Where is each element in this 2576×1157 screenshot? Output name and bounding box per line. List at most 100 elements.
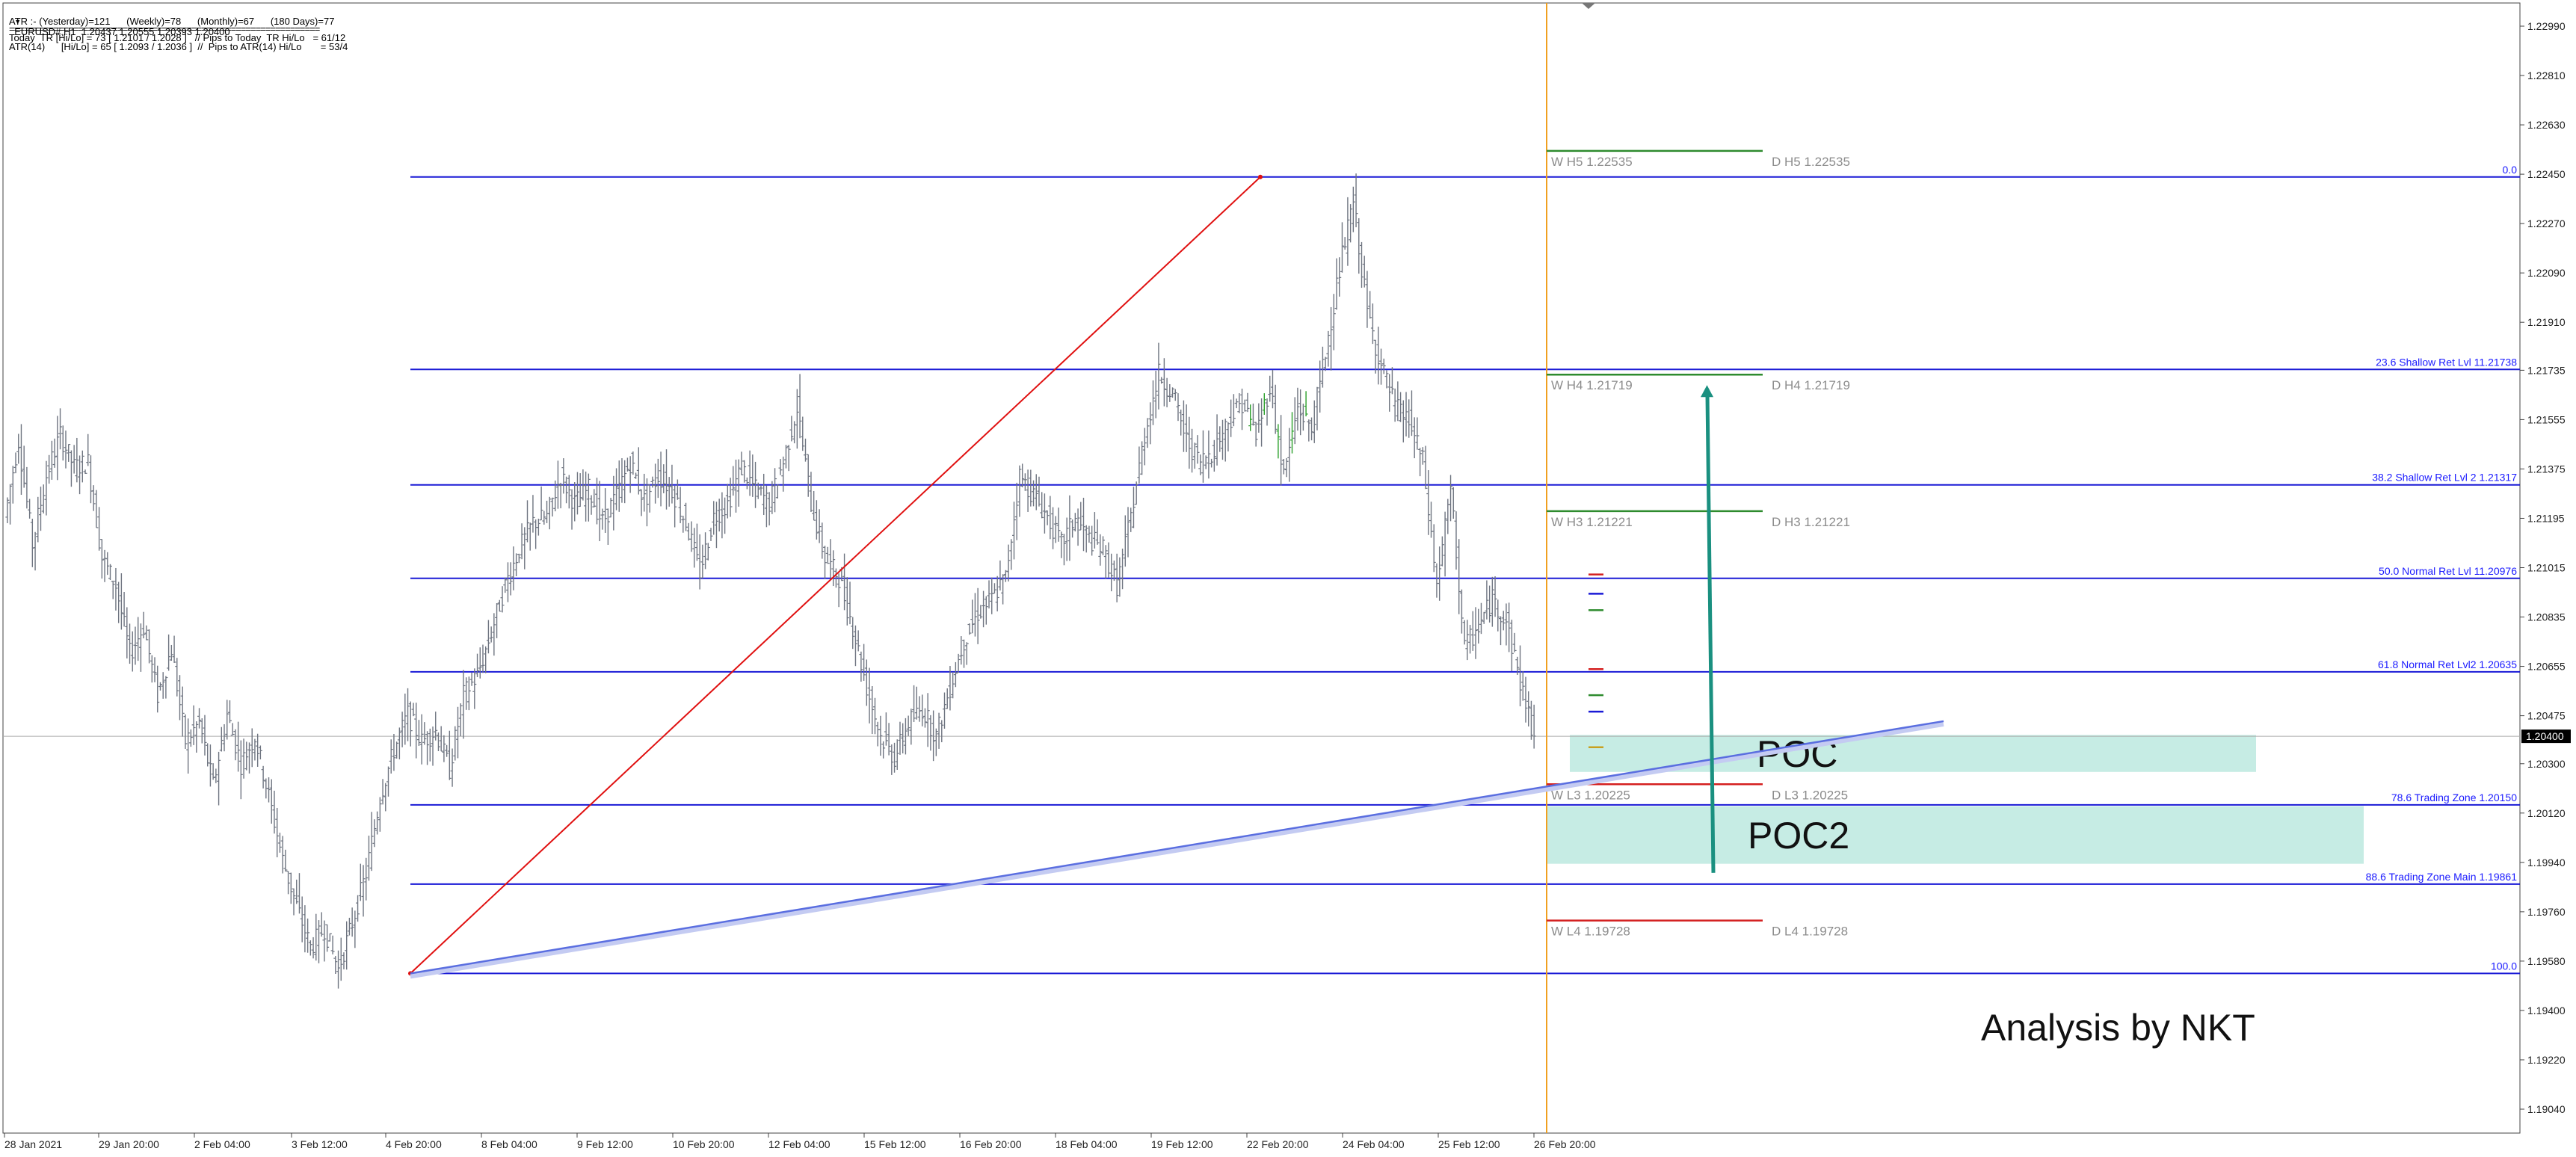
price-bar [347, 917, 351, 936]
price-bar [86, 434, 90, 466]
x-tick-label: 8 Feb 04:00 [481, 1138, 537, 1150]
price-bar [1479, 602, 1483, 635]
y-tick-label: 1.22450 [2527, 168, 2566, 180]
price-bar [1351, 186, 1355, 232]
price-bar [964, 642, 969, 665]
price-bar [922, 708, 927, 728]
price-bar [795, 389, 799, 449]
price-bar [1526, 691, 1531, 726]
price-bar [589, 495, 594, 515]
price-bar [10, 466, 15, 504]
price-bar [992, 583, 996, 594]
pivot-weekly-label: W H5 1.22535 [1551, 155, 1633, 169]
fib-label-0.0: 0.0 [2503, 164, 2518, 176]
price-bar [442, 735, 446, 762]
price-bar [450, 748, 455, 787]
price-bar [333, 956, 338, 975]
price-bar [1162, 358, 1166, 407]
price-bar [742, 460, 747, 483]
price-bar [219, 726, 224, 752]
price-bar [1145, 418, 1150, 448]
price-bar [1343, 237, 1347, 250]
price-bar [49, 440, 54, 480]
collapse-triangle-icon[interactable]: ▼ [14, 18, 22, 25]
price-bar [1204, 455, 1208, 469]
price-bar [203, 715, 207, 756]
price-bar [995, 576, 999, 612]
price-bar [873, 697, 877, 735]
price-bar [297, 873, 301, 914]
chart-shift-marker[interactable] [1582, 3, 1595, 9]
price-bar [227, 700, 232, 723]
price-bar [1523, 676, 1528, 723]
price-bar [595, 478, 599, 525]
price-bar [647, 484, 652, 513]
price-bar [644, 478, 649, 527]
atr14-line: ATR(14) [Hi/Lo] = 65 [ 1.2093 / 1.2036 ]… [9, 41, 348, 52]
price-bar [1226, 422, 1230, 452]
price-bar [584, 471, 588, 522]
x-tick-label: 29 Jan 20:00 [99, 1138, 159, 1150]
price-bar [411, 703, 416, 717]
price-bar [851, 617, 855, 650]
price-bar [1079, 502, 1083, 531]
price-bar [1292, 397, 1297, 445]
price-bar [812, 490, 816, 521]
y-tick-label: 1.21555 [2527, 413, 2566, 425]
price-bar [102, 549, 107, 582]
price-bar [1179, 409, 1183, 436]
price-bar [1187, 416, 1192, 469]
price-bar [756, 482, 760, 499]
price-bar [41, 484, 46, 513]
price-bar [253, 738, 257, 761]
price-bar [55, 416, 60, 481]
price-bar [356, 895, 360, 922]
price-bar [94, 490, 99, 528]
price-bar [136, 617, 141, 661]
price-bar [1409, 390, 1414, 436]
y-tick-label: 1.20300 [2527, 758, 2566, 770]
price-bar [458, 703, 463, 737]
price-bar [1501, 611, 1506, 631]
price-bar [665, 449, 668, 510]
price-bar [864, 659, 869, 706]
price-bar [1462, 620, 1467, 645]
price-bar [1082, 497, 1085, 552]
price-bar [208, 744, 212, 787]
price-bar [350, 907, 354, 937]
price-bar [798, 374, 802, 439]
price-bar [130, 631, 135, 672]
price-bar [553, 480, 558, 512]
price-bar [345, 921, 349, 970]
fib-label-100.0: 100.0 [2491, 960, 2517, 972]
price-bar [1131, 487, 1136, 528]
price-bar [1349, 204, 1353, 243]
price-bar [804, 438, 807, 462]
price-bar [893, 742, 897, 773]
price-bar [64, 431, 68, 469]
price-bar [539, 486, 543, 521]
y-tick-label: 1.22810 [2527, 70, 2566, 81]
price-bar [211, 763, 215, 780]
price-bar [1034, 474, 1038, 510]
price-bar [1053, 516, 1058, 543]
price-bar [1159, 377, 1164, 384]
price-bar [128, 623, 132, 664]
price-bar [1229, 399, 1233, 437]
price-bar [1390, 367, 1394, 395]
price-bar [247, 742, 251, 774]
x-tick-label: 12 Feb 04:00 [768, 1138, 831, 1150]
pivot-daily-label: D H3 1.21221 [1772, 515, 1850, 529]
price-bar [1037, 476, 1041, 507]
x-tick-label: 4 Feb 20:00 [386, 1138, 442, 1150]
price-bar [300, 896, 304, 942]
price-bar [1331, 294, 1336, 351]
price-bar [1262, 393, 1266, 415]
price-bar [901, 723, 905, 754]
price-bar [670, 464, 674, 504]
zone-label-poc2: POC2 [1748, 815, 1849, 857]
price-bar [1140, 441, 1144, 475]
price-bar [1440, 536, 1444, 567]
price-bar [486, 620, 490, 654]
